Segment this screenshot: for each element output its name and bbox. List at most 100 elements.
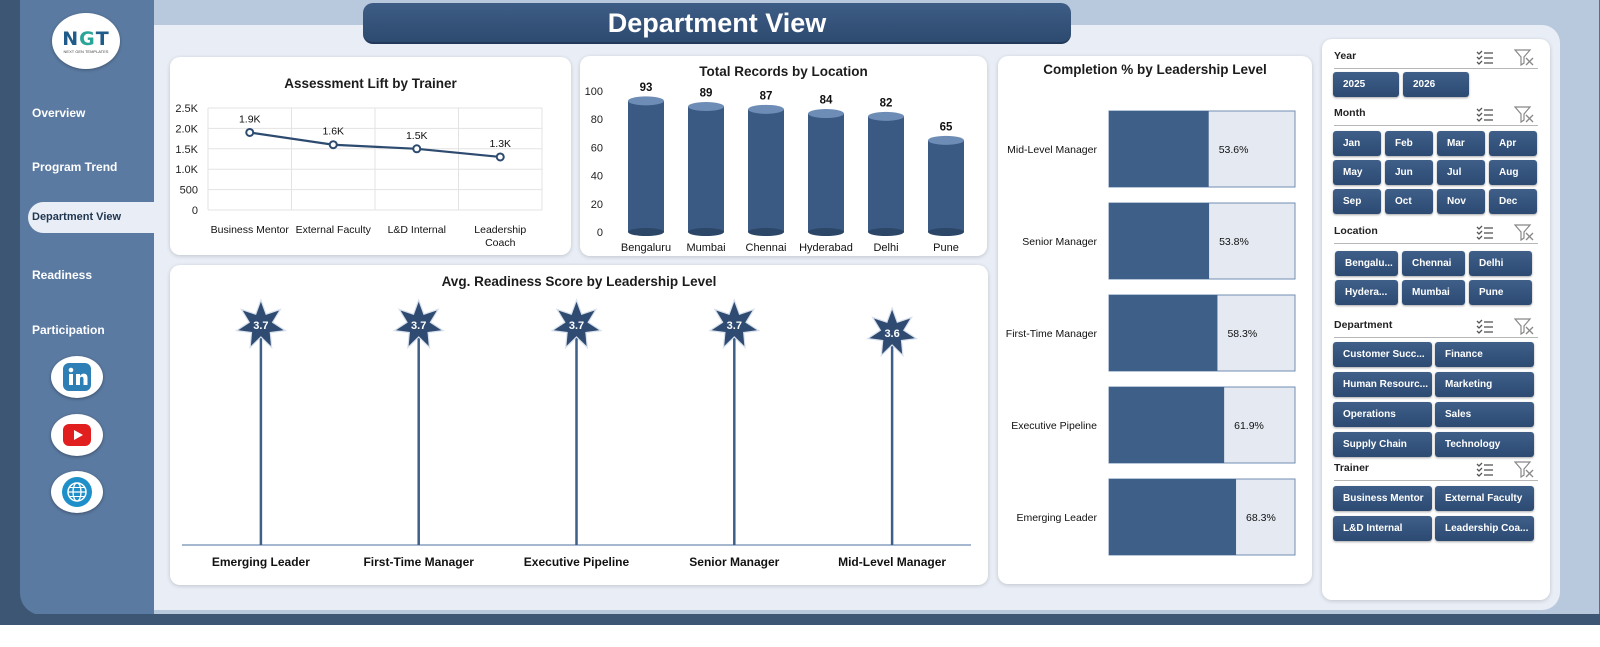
slicer-item-location[interactable]: Mumbai bbox=[1402, 280, 1465, 305]
data-label: 1.9K bbox=[239, 113, 261, 125]
data-label: 53.6% bbox=[1219, 144, 1249, 156]
series-line bbox=[249, 131, 501, 159]
data-label: 93 bbox=[640, 82, 653, 94]
slicer-title: Trainer bbox=[1334, 462, 1370, 474]
slicer-item-year[interactable]: 2026 bbox=[1403, 72, 1469, 97]
multi-select-icon[interactable] bbox=[1476, 106, 1494, 127]
slicer-item-department[interactable]: Sales bbox=[1435, 402, 1534, 427]
bar bbox=[1109, 295, 1218, 371]
slicer-item-department[interactable]: Human Resourc... bbox=[1333, 372, 1432, 397]
slicer-item-month[interactable]: Jul bbox=[1437, 160, 1485, 185]
star-marker bbox=[866, 306, 919, 358]
youtube-button[interactable] bbox=[51, 414, 103, 456]
slicer-item-month[interactable]: Aug bbox=[1489, 160, 1537, 185]
x-tick-label: Business Mentor bbox=[211, 224, 290, 236]
slicer-item-month[interactable]: Feb bbox=[1385, 131, 1433, 156]
slicer-item-department[interactable]: Supply Chain bbox=[1333, 432, 1432, 457]
completion-chart: 53.6% Mid-Level Manager 53.8% Senior Manage… bbox=[1006, 110, 1296, 556]
slicer-item-department[interactable]: Marketing bbox=[1435, 372, 1534, 397]
slicer-item-month[interactable]: May bbox=[1333, 160, 1381, 185]
slicer-item-department[interactable]: Operations bbox=[1333, 402, 1432, 427]
clear-filter-icon[interactable] bbox=[1513, 317, 1534, 340]
slicer-item-month[interactable]: Nov bbox=[1437, 189, 1485, 214]
multi-select-icon[interactable] bbox=[1476, 461, 1494, 482]
slicer-panel: Year 2025 2026 Month Jan Feb Mar Apr May Jun Jul Au… bbox=[1322, 39, 1550, 600]
location-chart: 100 80 60 40 20 0 93 Bengaluru 89 Mumbai 87 Chennai… bbox=[585, 82, 964, 254]
bar bbox=[628, 100, 664, 232]
y-tick-label: 1.5K bbox=[175, 144, 198, 156]
nav-program-trend[interactable]: Program Trend bbox=[32, 160, 117, 174]
clear-filter-icon[interactable] bbox=[1513, 223, 1534, 246]
slicer-item-location[interactable]: Pune bbox=[1469, 280, 1532, 305]
data-point bbox=[328, 140, 338, 150]
y-tick-label: 60 bbox=[591, 142, 603, 154]
y-tick-label: 0 bbox=[192, 205, 198, 217]
globe-icon bbox=[62, 477, 92, 507]
slicer-item-month[interactable]: Jun bbox=[1385, 160, 1433, 185]
clear-filter-icon[interactable] bbox=[1513, 460, 1534, 483]
data-label: 3.7 bbox=[253, 320, 268, 332]
slicer-item-location[interactable]: Hydera... bbox=[1335, 280, 1398, 305]
clear-filter-icon[interactable] bbox=[1513, 105, 1534, 128]
bar-base bbox=[748, 228, 784, 236]
chart-title: Assessment Lift by Trainer bbox=[284, 76, 457, 91]
x-tick-label: First-Time Manager bbox=[363, 555, 474, 569]
readiness-chart: 3.7 Emerging Leader 3.7 First-Time Manager 3… bbox=[182, 298, 971, 569]
y-tick-label: 40 bbox=[591, 171, 603, 183]
slicer-item-month[interactable]: Apr bbox=[1489, 131, 1537, 156]
y-tick-label: Mid-Level Manager bbox=[1007, 144, 1097, 156]
bar bbox=[868, 116, 904, 232]
y-tick-label: Senior Manager bbox=[1022, 236, 1097, 248]
slicer-item-trainer[interactable]: External Faculty bbox=[1435, 486, 1534, 511]
clear-filter-icon[interactable] bbox=[1513, 48, 1534, 71]
multi-select-icon[interactable] bbox=[1476, 318, 1494, 339]
nav-overview[interactable]: Overview bbox=[32, 106, 85, 120]
nav-department-view[interactable]: Department View bbox=[28, 202, 156, 233]
bar-top bbox=[808, 109, 844, 119]
youtube-icon bbox=[63, 424, 91, 446]
nav-participation[interactable]: Participation bbox=[32, 323, 105, 337]
x-tick-label: Bengaluru bbox=[621, 242, 671, 254]
slicer-item-month[interactable]: Sep bbox=[1333, 189, 1381, 214]
website-button[interactable] bbox=[51, 471, 103, 513]
x-tick-label: Pune bbox=[933, 242, 959, 254]
data-label: 1.5K bbox=[406, 130, 428, 142]
x-tick-label: Executive Pipeline bbox=[524, 555, 630, 569]
slicer-item-month[interactable]: Dec bbox=[1489, 189, 1537, 214]
slicer-item-year[interactable]: 2025 bbox=[1333, 72, 1399, 97]
data-label: 65 bbox=[940, 121, 953, 133]
slicer-item-month[interactable]: Oct bbox=[1385, 189, 1433, 214]
x-tick-label: Hyderabad bbox=[799, 242, 853, 254]
data-label: 82 bbox=[880, 97, 893, 109]
multi-select-icon[interactable] bbox=[1476, 49, 1494, 70]
slicer-item-trainer[interactable]: Leadership Coa... bbox=[1435, 516, 1534, 541]
slicer-item-month[interactable]: Mar bbox=[1437, 131, 1485, 156]
chart-title: Avg. Readiness Score by Leadership Level bbox=[441, 274, 717, 289]
slicer-header: Year bbox=[1334, 47, 1538, 69]
slicer-item-trainer[interactable]: L&D Internal bbox=[1333, 516, 1432, 541]
bar-base bbox=[928, 228, 964, 236]
bar bbox=[748, 109, 784, 232]
bar-base bbox=[688, 228, 724, 236]
slicer-item-location[interactable]: Delhi bbox=[1469, 251, 1532, 276]
readiness-chart-card: Avg. Readiness Score by Leadership Level… bbox=[170, 265, 988, 585]
slicer-item-department[interactable]: Customer Succ... bbox=[1333, 342, 1432, 367]
bar-top bbox=[628, 96, 664, 106]
slicer-item-location[interactable]: Chennai bbox=[1402, 251, 1465, 276]
nav-readiness[interactable]: Readiness bbox=[32, 268, 92, 282]
slicer-item-trainer[interactable]: Business Mentor bbox=[1333, 486, 1432, 511]
slicer-header: Month bbox=[1334, 104, 1538, 126]
slicer-item-month[interactable]: Jan bbox=[1333, 131, 1381, 156]
linkedin-icon bbox=[63, 363, 91, 391]
logo-subtitle: NEXT GEN TEMPLATES bbox=[63, 49, 109, 54]
brand-logo[interactable]: NGT NEXT GEN TEMPLATES bbox=[52, 13, 120, 69]
slicer-item-location[interactable]: Bengalu... bbox=[1335, 251, 1398, 276]
linkedin-button[interactable] bbox=[51, 356, 103, 398]
slicer-item-department[interactable]: Technology bbox=[1435, 432, 1534, 457]
x-tick-label: Mid-Level Manager bbox=[838, 555, 946, 569]
bar-base bbox=[628, 228, 664, 236]
slicer-title: Year bbox=[1334, 50, 1357, 62]
slicer-item-department[interactable]: Finance bbox=[1435, 342, 1534, 367]
nav-label: Program Trend bbox=[32, 160, 118, 174]
multi-select-icon[interactable] bbox=[1476, 224, 1494, 245]
